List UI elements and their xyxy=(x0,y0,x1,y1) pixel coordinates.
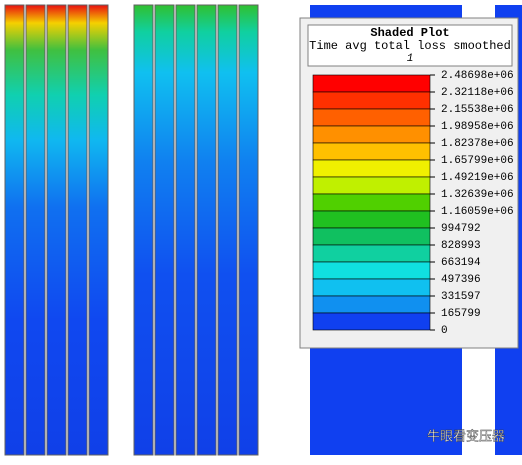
legend-panel: Shaded Plot Time avg total loss smoothed… xyxy=(299,17,519,349)
legend-band xyxy=(312,261,431,280)
legend-label: 1.65799e+06 xyxy=(441,155,514,167)
legend-label: 1.32639e+06 xyxy=(441,189,514,201)
legend-label: 331597 xyxy=(441,291,481,303)
legend-band xyxy=(312,125,431,144)
legend-band xyxy=(312,91,431,110)
legend-band xyxy=(312,74,431,93)
legend-label: 2.32118e+06 xyxy=(441,87,514,99)
legend-title: Shaded Plot xyxy=(370,26,449,40)
legend-label: 1.49219e+06 xyxy=(441,172,514,184)
legend-label: 497396 xyxy=(441,274,481,286)
legend-band xyxy=(312,159,431,178)
legend-band xyxy=(312,312,431,331)
legend-band xyxy=(312,176,431,195)
left-strips xyxy=(4,4,109,456)
legend-label: 1.82378e+06 xyxy=(441,138,514,150)
legend-label: 1.98958e+06 xyxy=(441,121,514,133)
legend-label: 1.16059e+06 xyxy=(441,206,514,218)
legend-label: 2.15538e+06 xyxy=(441,104,514,116)
legend-label: 663194 xyxy=(441,257,481,269)
legend-band xyxy=(312,227,431,246)
legend-step: 1 xyxy=(407,53,414,65)
legend-label: 994792 xyxy=(441,223,481,235)
legend-label: 165799 xyxy=(441,308,481,320)
legend-label: 2.48698e+06 xyxy=(441,70,514,82)
legend-band xyxy=(312,244,431,263)
legend-label: 0 xyxy=(441,325,448,337)
middle-strips xyxy=(133,4,259,456)
watermark: 牛眼看变压器 xyxy=(427,429,505,445)
legend-band xyxy=(312,278,431,297)
legend-band xyxy=(312,210,431,229)
legend-label: 828993 xyxy=(441,240,481,252)
legend-band xyxy=(312,295,431,314)
legend-band xyxy=(312,108,431,127)
legend-subtitle: Time avg total loss smoothed xyxy=(309,39,511,53)
legend-band xyxy=(312,193,431,212)
legend-band xyxy=(312,142,431,161)
